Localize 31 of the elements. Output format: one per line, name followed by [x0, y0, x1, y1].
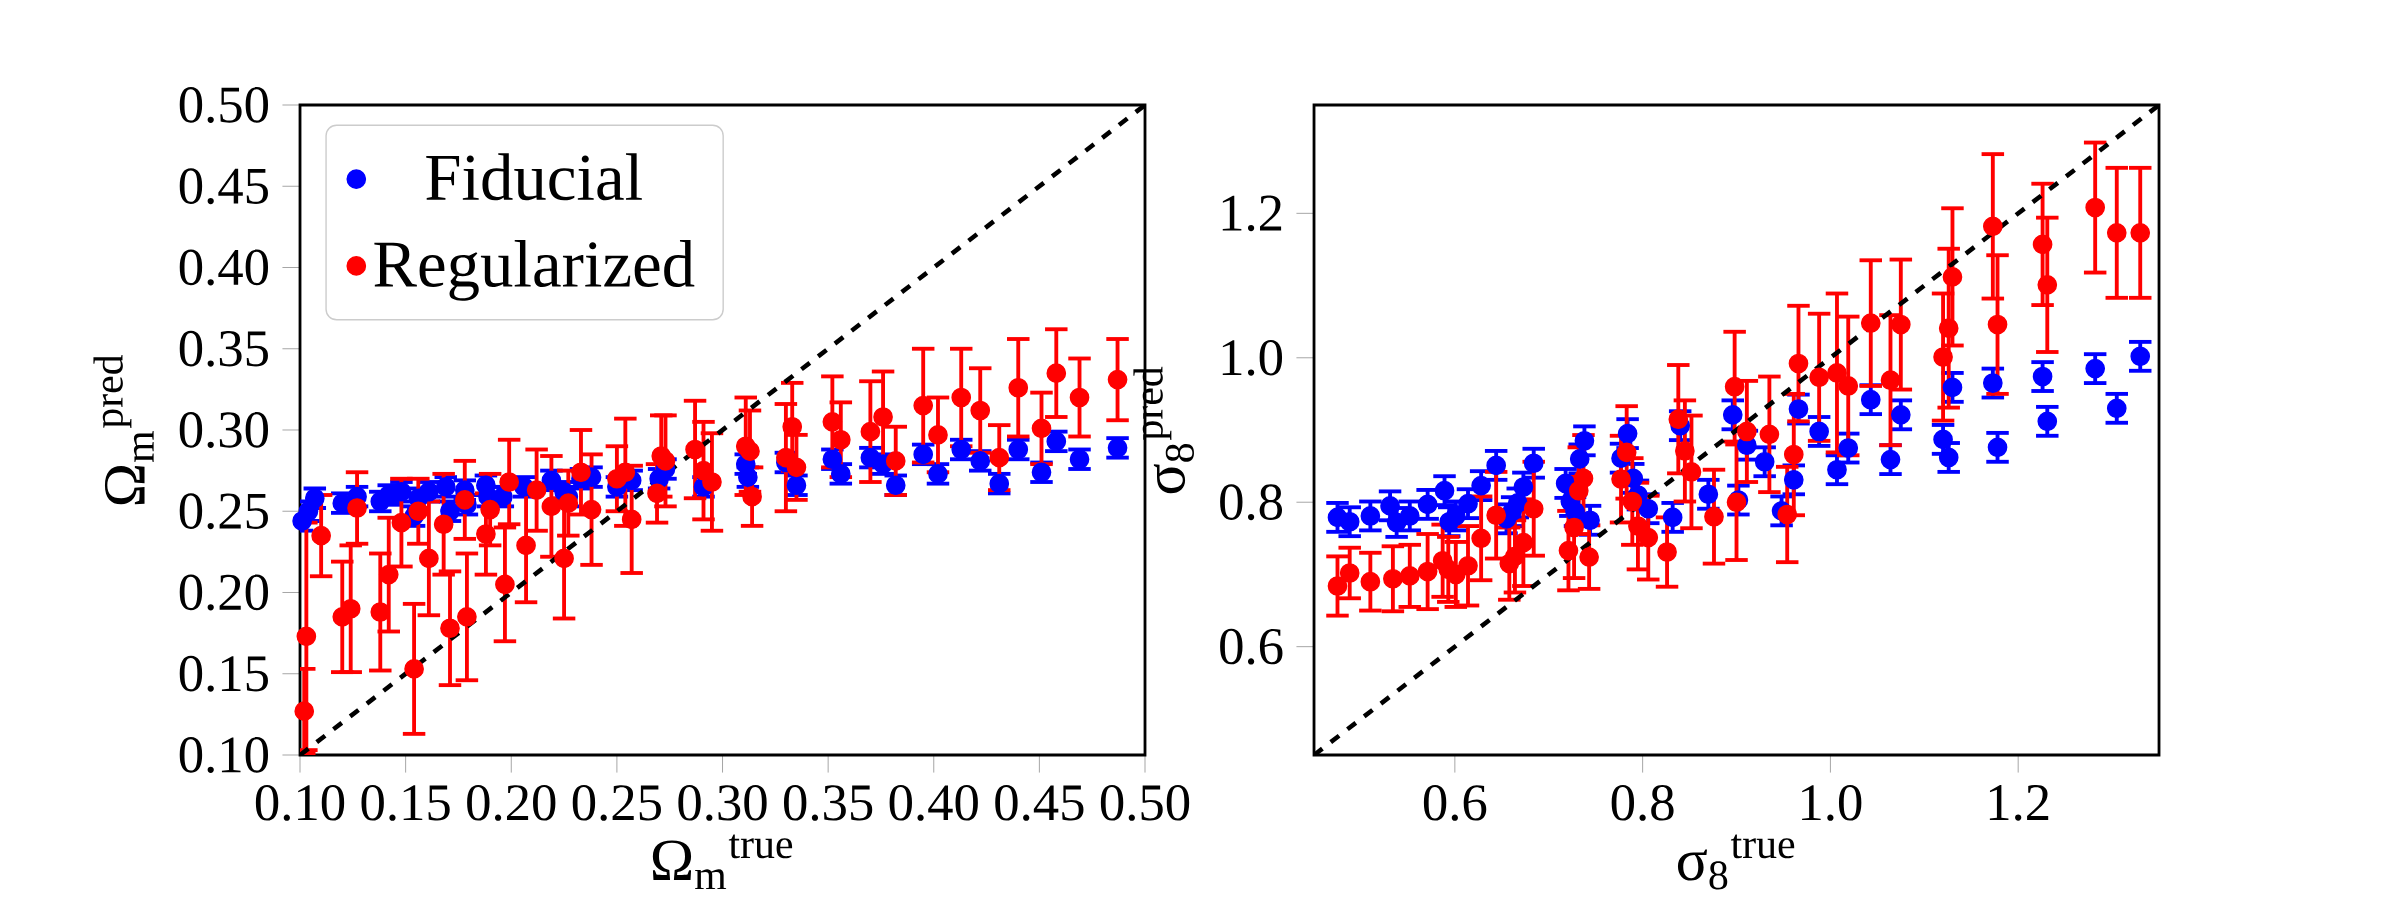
x-tick-label: 0.15 — [361, 785, 450, 821]
x-tick-label: 1.0 — [1802, 785, 1862, 821]
x-tick-label: 0.45 — [995, 785, 1084, 821]
y-tick-label: 0.6 — [1220, 628, 1283, 665]
x-tick-label: 0.25 — [572, 785, 661, 821]
x-tick-label: 0.30 — [678, 785, 767, 821]
y-tick-label: 0.35 — [179, 330, 268, 367]
x-tick-label: 0.20 — [467, 785, 556, 821]
y-tick-label: 0.20 — [179, 574, 269, 611]
x-tick-label: 0.40 — [889, 785, 978, 821]
x-tick-label: 0.35 — [783, 785, 873, 821]
x-tick-label: 0.8 — [1611, 785, 1674, 821]
x-tick-label: 0.50 — [1100, 785, 1190, 821]
y-tick-label: 0.10 — [179, 737, 269, 773]
x-tick-label: 1.2 — [1989, 785, 2049, 821]
y-tick-label: 1.2 — [1222, 195, 1282, 232]
y-tick-label: 0.40 — [179, 249, 269, 286]
y-axis-title: Ω$_{m}$pred — [93, 354, 154, 505]
x-axis-title: Ω$_{m}$true — [652, 834, 793, 890]
x-tick-label: 0.10 — [255, 785, 345, 821]
y-tick-label: 0.8 — [1220, 484, 1283, 521]
y-tick-label: 0.30 — [179, 412, 269, 448]
y-tick-label: 0.25 — [179, 493, 268, 530]
y-tick-label: 1.0 — [1222, 339, 1283, 376]
x-axis-title: σ$_{8}$true — [1677, 834, 1795, 890]
legend-label: Regularized — [374, 240, 695, 301]
legend-label: Fiducial — [426, 153, 642, 201]
x-tick-label: 0.6 — [1423, 785, 1487, 821]
y-tick-label: 0.15 — [179, 655, 268, 692]
y-tick-label: 0.50 — [179, 87, 269, 123]
y-tick-label: 0.45 — [179, 168, 268, 205]
